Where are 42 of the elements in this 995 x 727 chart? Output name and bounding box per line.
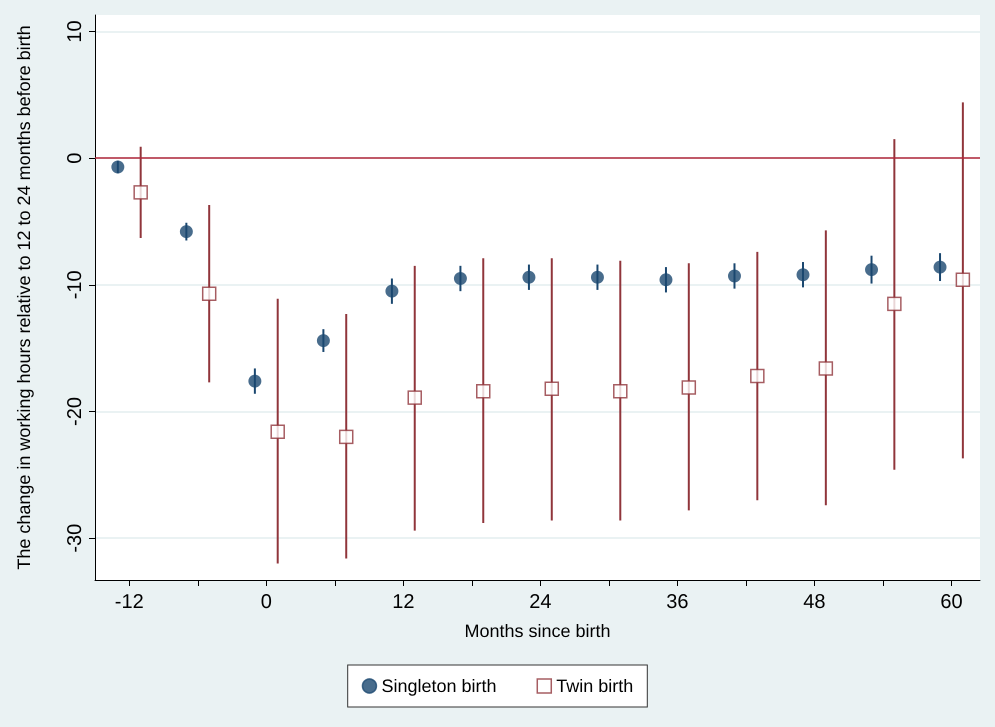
point (385, 284, 398, 298)
point (133, 185, 148, 200)
point (544, 381, 560, 396)
x-axis-title: Months since birth (464, 621, 611, 641)
point (270, 424, 285, 440)
point (934, 260, 947, 274)
point (180, 225, 193, 238)
y-tick-label: 0 (64, 152, 86, 164)
y-axis-title: The change in working hours relative to 12 to 24 months before birth (14, 25, 34, 570)
point (590, 270, 604, 284)
x-tick-label: 0 (260, 591, 272, 613)
point (956, 272, 970, 288)
point (796, 268, 810, 282)
legend-label: Singleton birth (381, 676, 497, 696)
y-tick-label: -20 (64, 397, 86, 426)
point (750, 368, 765, 384)
point (111, 160, 124, 174)
point (818, 361, 834, 376)
point (682, 380, 696, 395)
x-tick-label: 60 (940, 591, 963, 613)
x-tick-label: 36 (666, 591, 689, 613)
point (522, 270, 536, 284)
x-tick-label: 48 (803, 591, 826, 613)
x-tick-label: 24 (529, 591, 552, 613)
point (887, 296, 902, 312)
legend-label: Twin birth (556, 676, 634, 696)
point (338, 430, 354, 444)
point (248, 374, 262, 388)
point (728, 269, 741, 282)
point (316, 334, 330, 348)
point (407, 390, 422, 405)
point (613, 384, 628, 398)
point (659, 273, 672, 286)
y-tick-label: -30 (64, 524, 86, 553)
point (865, 263, 878, 276)
x-tick-label: -12 (114, 591, 144, 613)
point (454, 272, 467, 285)
point (202, 286, 216, 301)
y-tick-label: -10 (64, 270, 86, 300)
x-tick-label: 12 (392, 591, 414, 613)
point (476, 384, 491, 398)
y-tick-label: 10 (64, 20, 86, 43)
